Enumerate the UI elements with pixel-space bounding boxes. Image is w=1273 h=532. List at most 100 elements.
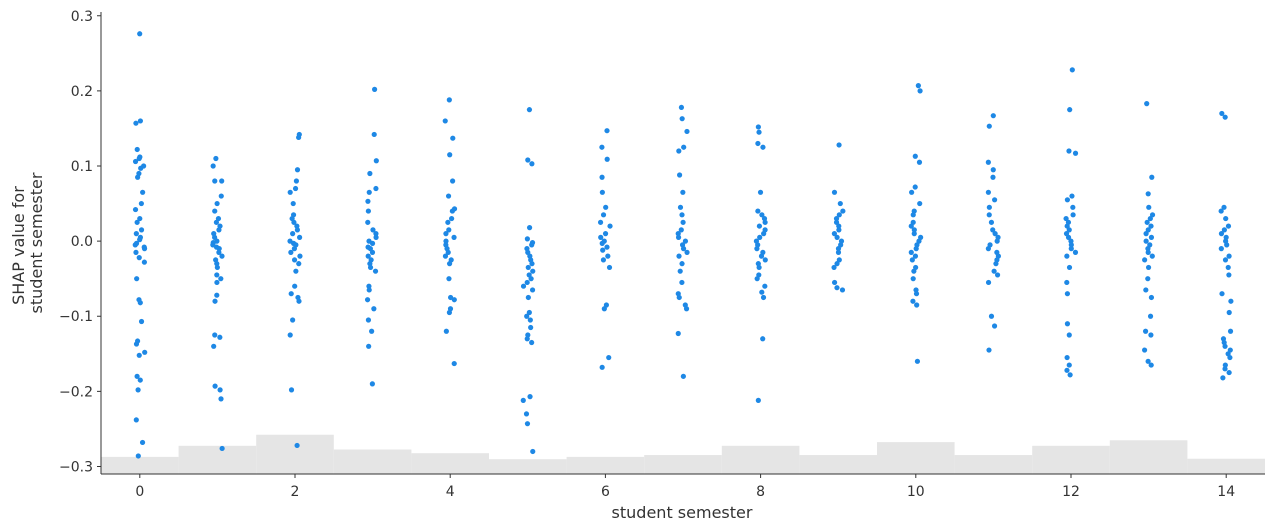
data-point <box>991 268 997 274</box>
data-point <box>604 128 610 134</box>
data-point <box>835 246 842 252</box>
data-point <box>910 212 916 218</box>
data-point <box>369 328 375 334</box>
histogram-bar <box>178 445 257 474</box>
data-point <box>137 300 143 306</box>
data-point <box>1221 204 1227 210</box>
data-point <box>366 283 372 289</box>
data-point <box>137 377 143 383</box>
data-point <box>756 223 763 229</box>
data-point <box>297 234 303 240</box>
data-point <box>1067 107 1073 113</box>
data-point <box>683 306 690 312</box>
data-point <box>1066 264 1073 271</box>
data-point <box>836 142 842 148</box>
y-ticks: −0.3 −0.2 −0.1 0.0 0.1 0.2 0.3 <box>59 9 101 475</box>
data-point <box>1066 332 1072 338</box>
data-point <box>597 219 604 225</box>
data-point <box>757 189 764 195</box>
data-point <box>446 276 452 282</box>
data-point <box>446 227 452 233</box>
data-point <box>607 223 613 229</box>
data-point <box>1222 366 1228 372</box>
data-point <box>212 234 218 240</box>
data-point <box>1148 332 1154 338</box>
data-point <box>525 264 531 271</box>
data-point <box>911 227 917 233</box>
data-point <box>529 261 535 267</box>
data-point <box>371 306 377 312</box>
data-point <box>1222 343 1228 349</box>
data-point <box>912 184 918 190</box>
data-point <box>757 234 763 240</box>
data-point <box>680 373 686 379</box>
y-tick-label: −0.2 <box>59 384 93 400</box>
data-point <box>1143 287 1149 293</box>
data-point <box>133 231 139 237</box>
data-point <box>1064 291 1071 297</box>
x-tick-label: 6 <box>601 484 610 500</box>
data-point <box>1144 101 1150 107</box>
data-point <box>606 354 612 361</box>
data-point <box>296 134 302 141</box>
data-point <box>985 189 991 195</box>
data-point <box>520 397 526 403</box>
data-point <box>840 208 846 214</box>
data-point <box>677 204 684 210</box>
histogram-bar <box>644 455 722 474</box>
y-axis-label: SHAP value for student semester <box>9 172 46 313</box>
data-point <box>443 231 449 237</box>
data-point <box>1145 276 1151 282</box>
data-point <box>761 231 767 237</box>
data-point <box>530 448 536 455</box>
data-point <box>680 246 687 252</box>
data-point <box>603 204 609 210</box>
data-point <box>762 219 768 225</box>
data-point <box>1064 354 1070 361</box>
data-point <box>836 223 842 229</box>
data-point <box>373 234 379 240</box>
data-point <box>366 189 372 195</box>
data-point <box>133 341 140 347</box>
data-point <box>675 234 682 240</box>
data-point <box>287 189 293 195</box>
data-point <box>913 291 920 297</box>
data-point <box>1227 347 1233 353</box>
x-tick-label: 14 <box>1217 484 1235 500</box>
data-point <box>1222 114 1228 120</box>
data-point <box>526 309 532 316</box>
data-point <box>442 118 448 124</box>
data-point <box>677 172 683 178</box>
data-point <box>214 279 220 286</box>
histogram-bar <box>877 442 955 474</box>
data-point <box>992 197 998 203</box>
data-point <box>908 223 914 229</box>
data-point <box>1227 328 1234 334</box>
data-point <box>219 253 225 259</box>
data-point <box>214 200 220 207</box>
data-point <box>369 240 376 246</box>
data-point <box>676 253 682 259</box>
data-point <box>985 159 991 165</box>
data-point <box>1147 215 1153 222</box>
data-point <box>1148 234 1155 240</box>
data-point <box>990 167 996 173</box>
data-point <box>754 246 760 252</box>
data-point <box>529 339 535 346</box>
data-point <box>834 261 840 267</box>
data-point <box>293 268 299 274</box>
data-point <box>294 167 301 173</box>
data-point <box>365 317 372 323</box>
data-point <box>132 158 139 165</box>
data-point <box>371 86 378 92</box>
data-point <box>911 268 917 274</box>
data-point <box>137 215 143 222</box>
data-point <box>759 289 765 295</box>
data-point <box>910 298 916 304</box>
data-point <box>599 144 605 150</box>
data-point <box>528 276 534 282</box>
data-point <box>526 107 533 113</box>
data-point <box>916 159 923 165</box>
data-point <box>525 294 531 301</box>
data-point <box>135 453 141 459</box>
